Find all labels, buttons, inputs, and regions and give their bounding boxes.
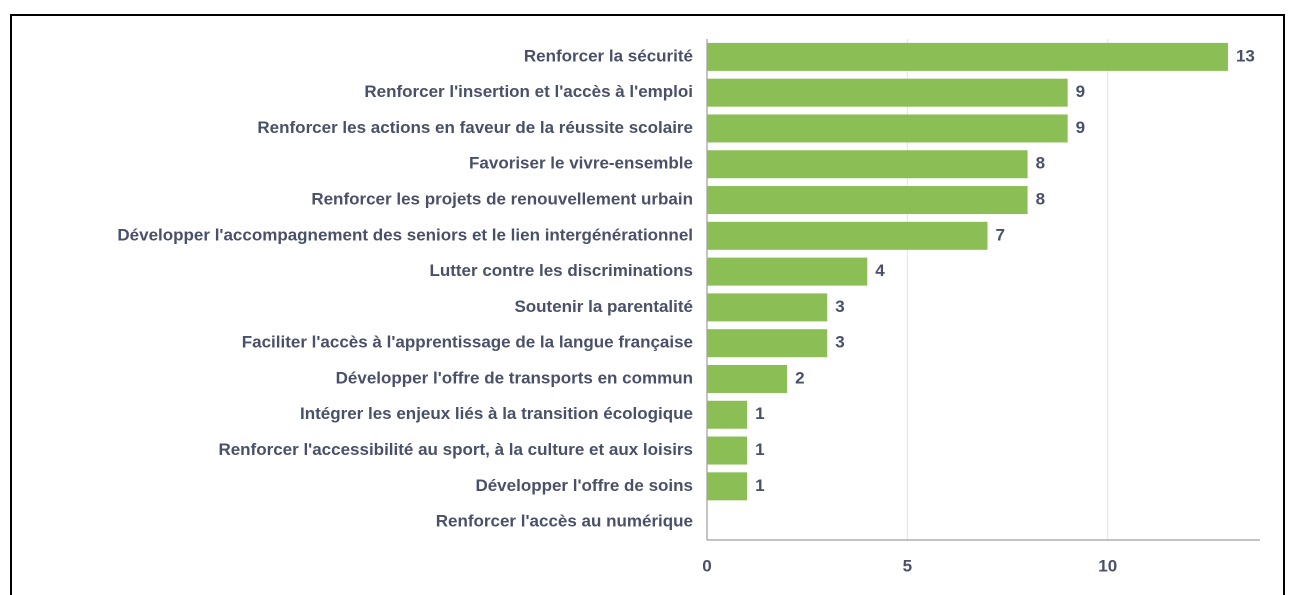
value-label: 8 — [1036, 190, 1045, 209]
y-tick-label: Renforcer la sécurité — [524, 46, 693, 65]
x-tick-label: 5 — [903, 556, 912, 575]
y-tick-label: Soutenir la parentalité — [514, 297, 693, 316]
y-tick-label: Renforcer les actions en faveur de la ré… — [257, 118, 693, 137]
bar — [707, 114, 1068, 143]
value-label: 7 — [996, 225, 1005, 244]
y-tick-label: Renforcer l'insertion et l'accès à l'emp… — [364, 82, 693, 101]
bar — [707, 472, 748, 501]
bar — [707, 436, 748, 465]
frame — [10, 14, 1285, 595]
value-label: 1 — [755, 440, 764, 459]
value-label: 3 — [835, 333, 844, 352]
y-tick-label: Développer l'offre de transports en comm… — [336, 368, 693, 387]
bar — [707, 364, 788, 393]
value-label: 3 — [835, 297, 844, 316]
value-label: 4 — [875, 261, 885, 280]
y-tick-label: Développer l'accompagnement des seniors … — [117, 225, 693, 244]
y-tick-label: Lutter contre les discriminations — [429, 261, 693, 280]
bar — [707, 400, 748, 429]
bar — [707, 329, 828, 358]
y-tick-label: Développer l'offre de soins — [475, 476, 693, 495]
y-tick-label: Faciliter l'accès à l'apprentissage de l… — [242, 333, 693, 352]
value-label: 13 — [1236, 46, 1255, 65]
bar — [707, 293, 828, 322]
value-label: 8 — [1036, 154, 1045, 173]
y-tick-label: Renforcer les projets de renouvellement … — [311, 190, 693, 209]
x-tick-label: 10 — [1098, 556, 1117, 575]
value-label: 9 — [1076, 118, 1085, 137]
bar — [707, 42, 1228, 71]
bar — [707, 257, 868, 286]
bar — [707, 150, 1028, 179]
bar — [707, 186, 1028, 215]
value-label: 1 — [755, 404, 764, 423]
y-tick-label: Renforcer l'accès au numérique — [436, 512, 693, 531]
value-label: 9 — [1076, 82, 1085, 101]
value-label: 1 — [755, 476, 764, 495]
value-label: 2 — [795, 368, 804, 387]
bar — [707, 221, 988, 250]
y-tick-label: Intégrer les enjeux liés à la transition… — [300, 404, 693, 423]
x-tick-label: 0 — [702, 556, 711, 575]
y-tick-label: Favoriser le vivre-ensemble — [469, 154, 693, 173]
bar — [707, 78, 1068, 107]
y-tick-label: Renforcer l'accessibilité au sport, à la… — [218, 440, 693, 459]
